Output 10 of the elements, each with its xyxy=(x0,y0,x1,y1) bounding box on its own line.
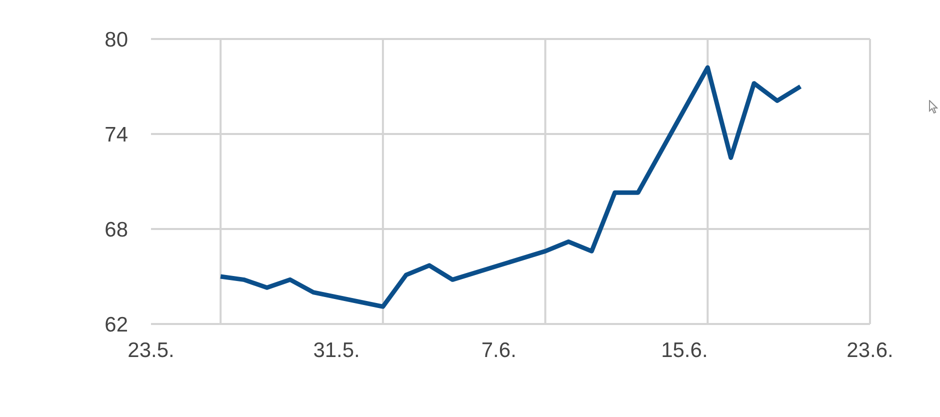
x-tick-label: 7.6. xyxy=(481,338,516,362)
line-series xyxy=(218,65,803,309)
y-tick-label: 62 xyxy=(104,313,128,336)
y-tick-label: 74 xyxy=(104,123,128,146)
y-tick-label: 80 xyxy=(104,28,128,52)
x-tick-label: 31.5. xyxy=(313,338,360,362)
x-tick-label: 15.6. xyxy=(661,338,708,362)
y-tick-label: 68 xyxy=(104,218,128,242)
x-tick-label: 23.5. xyxy=(128,338,174,362)
x-tick-label: 23.6. xyxy=(846,338,894,362)
